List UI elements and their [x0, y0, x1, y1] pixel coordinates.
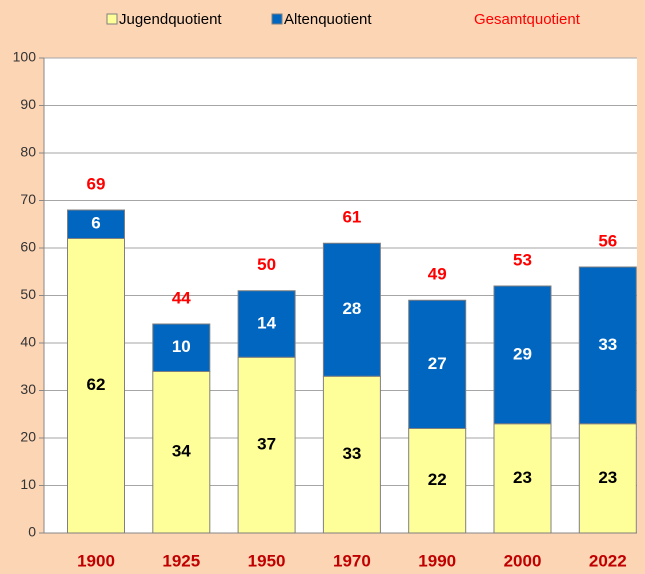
x-tick-label: 1970: [333, 551, 371, 570]
bar-segment: [578, 423, 637, 534]
bar-segment: [578, 266, 637, 425]
bar-segment: [493, 285, 552, 425]
value-label: 23: [598, 468, 617, 487]
value-label: 33: [598, 335, 617, 354]
value-label: 6: [91, 214, 100, 233]
total-label: 44: [172, 288, 191, 307]
legend-label: Altenquotient: [284, 11, 372, 28]
y-tick-label: 80: [20, 144, 36, 160]
legend-label: Gesamtquotient: [474, 11, 581, 28]
bar-segment: [67, 238, 125, 534]
bar-segment: [152, 323, 211, 372]
legend-swatch: [271, 13, 283, 25]
y-tick-label: 100: [13, 49, 37, 65]
x-tick-label: 2022: [589, 551, 627, 570]
y-tick-label: 0: [28, 524, 36, 540]
y-tick-label: 90: [20, 96, 36, 112]
value-label: 14: [257, 313, 276, 332]
total-label: 49: [428, 265, 447, 284]
bar-segment: [493, 423, 552, 534]
value-label: 27: [428, 354, 447, 373]
total-label: 56: [598, 231, 617, 250]
bar-segment: [67, 209, 125, 239]
bar-segment: [237, 356, 296, 534]
value-label: 29: [513, 344, 532, 363]
value-label: 22: [428, 470, 447, 489]
bar-segment: [322, 242, 381, 377]
total-label: 61: [342, 208, 361, 227]
value-label: 62: [87, 375, 106, 394]
legend-label: Jugendquotient: [119, 11, 222, 28]
x-tick-label: 1925: [162, 551, 200, 570]
y-tick-label: 30: [20, 381, 36, 397]
bar-segment: [237, 290, 296, 358]
bar-segment: [408, 428, 467, 534]
value-label: 33: [342, 444, 361, 463]
x-tick-label: 2000: [504, 551, 542, 570]
value-label: 23: [513, 468, 532, 487]
y-tick-label: 60: [20, 239, 36, 255]
total-label: 69: [87, 174, 106, 193]
y-tick-label: 10: [20, 476, 36, 492]
value-label: 34: [172, 442, 191, 461]
x-tick-label: 1900: [77, 551, 115, 570]
y-tick-label: 50: [20, 286, 36, 302]
value-label: 37: [257, 435, 276, 454]
x-tick-label: 1990: [418, 551, 456, 570]
total-label: 50: [257, 255, 276, 274]
value-label: 10: [172, 337, 191, 356]
y-tick-label: 20: [20, 429, 36, 445]
x-tick-label: 1950: [248, 551, 286, 570]
bar-segment: [152, 371, 211, 534]
value-label: 28: [342, 299, 361, 318]
total-label: 53: [513, 250, 532, 269]
bar-segment: [408, 299, 467, 429]
bar-segment: [322, 375, 381, 534]
y-tick-label: 40: [20, 334, 36, 350]
y-tick-label: 70: [20, 191, 36, 207]
legend-swatch: [106, 13, 118, 25]
